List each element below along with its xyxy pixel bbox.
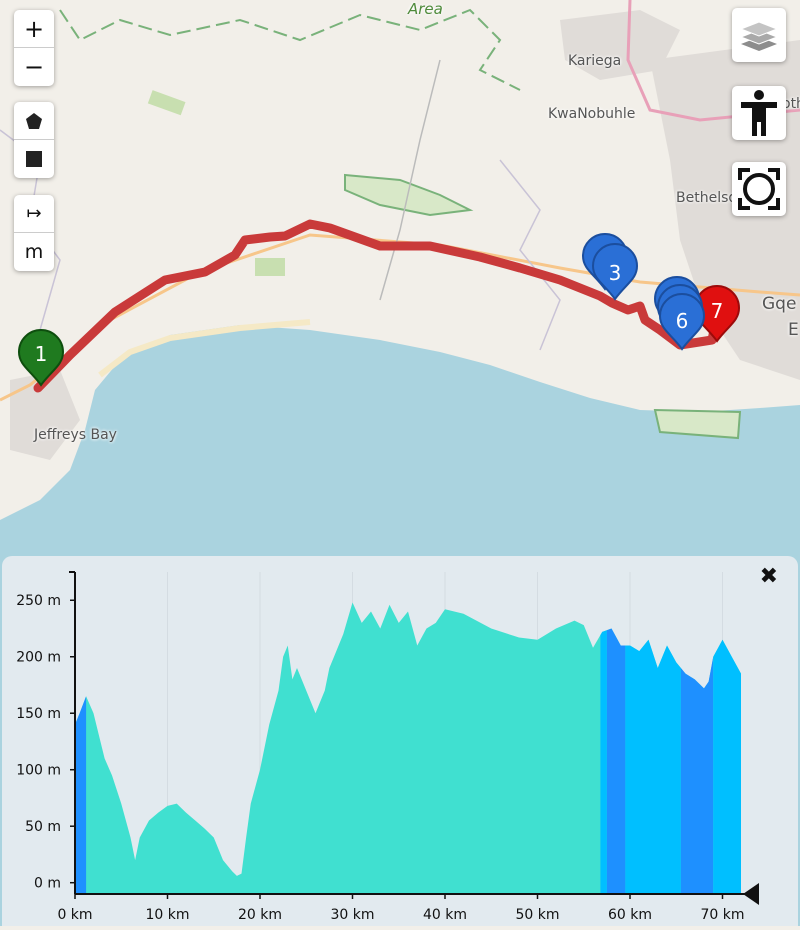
route-marker-1[interactable]: 1 (17, 329, 65, 387)
elevation-chart: 0 m 50 m 100 m 150 m 200 m 250 m 0 km 10 km 20 k… (16, 571, 759, 923)
route-line (33, 219, 719, 393)
y-tick-label: 250 m (16, 593, 61, 609)
map-label-kariega: Kariega (568, 53, 622, 69)
position-marker-icon (743, 883, 759, 905)
route-marker-cluster-3[interactable]: 3 (581, 233, 639, 301)
y-tick-label: 200 m (16, 650, 61, 666)
close-profile-button[interactable]: ✖ (759, 564, 778, 589)
x-tick-label: 30 km (330, 907, 374, 923)
fullscreen-icon (738, 168, 780, 210)
elevation-gradient-segment (606, 602, 626, 894)
route-marker-cluster-6[interactable]: 6 (653, 276, 706, 351)
y-tick-label: 150 m (16, 706, 61, 722)
x-tick-label: 70 km (700, 907, 744, 923)
beach (98, 319, 311, 378)
fullscreen-button[interactable] (732, 162, 786, 216)
elevation-gradient-segment (75, 602, 87, 894)
protected-area (653, 408, 742, 440)
river (499, 159, 561, 351)
elevation-profile-panel: ✖ 0 m 50 m 100 m 150 m 200 m 250 m 0 km 10 km 20… (2, 556, 798, 926)
elevation-gradient-segment (680, 602, 714, 894)
elevation-area (75, 602, 741, 894)
unit-toggle-button[interactable]: m (24, 241, 44, 263)
x-tick-label: 50 km (515, 907, 559, 923)
x-tick-label: 20 km (238, 907, 282, 923)
zoom-out-button[interactable]: − (23, 53, 45, 81)
draw-rectangle-button[interactable] (14, 140, 54, 178)
park (255, 258, 285, 276)
layers-icon (739, 21, 779, 51)
measure-control: ↦ m (14, 195, 54, 271)
railway (379, 59, 441, 301)
zoom-in-button[interactable]: + (14, 10, 54, 48)
map-label-gqeberha: Gqe (762, 294, 797, 314)
park-boundary (59, 8, 521, 91)
urban-area (560, 10, 680, 80)
elevation-gradient-segment (713, 602, 741, 894)
draw-control (14, 102, 54, 178)
marker-label: 3 (609, 261, 622, 285)
accessibility-button[interactable] (732, 86, 786, 140)
map-label-jeffreys-bay: Jeffreys Bay (34, 427, 117, 443)
marker-label: 1 (35, 342, 48, 366)
x-tick-label: 10 km (145, 907, 189, 923)
map-label-gqeberha-2: E (788, 320, 799, 340)
y-tick-label: 0 m (34, 876, 61, 892)
map-label-kwanobuhle: KwaNobuhle (548, 106, 636, 122)
marker-label: 7 (711, 299, 724, 323)
park (147, 90, 186, 116)
accessibility-icon (741, 90, 777, 136)
x-tick-label: 40 km (423, 907, 467, 923)
map-label-bethelsdorp: Bethelsd (676, 190, 738, 206)
marker-label: 6 (676, 309, 689, 333)
urban-area (10, 370, 80, 460)
layers-button[interactable] (732, 8, 786, 62)
y-tick-label: 50 m (25, 819, 61, 835)
x-tick-label: 0 km (57, 907, 92, 923)
zoom-control: + − (14, 10, 54, 86)
square-icon (26, 151, 42, 167)
elevation-gradient-segment (600, 602, 607, 894)
map-label-area: Area (408, 0, 443, 18)
route-marker-7[interactable]: 7 (693, 285, 741, 343)
pentagon-icon (26, 112, 42, 129)
elevation-gradient-segment (625, 602, 681, 894)
x-tick-label: 60 km (608, 907, 652, 923)
map-label-oth: oth (782, 96, 800, 112)
y-tick-label: 100 m (16, 763, 61, 779)
draw-polygon-button[interactable] (14, 102, 54, 140)
measure-button[interactable]: ↦ (14, 195, 54, 233)
